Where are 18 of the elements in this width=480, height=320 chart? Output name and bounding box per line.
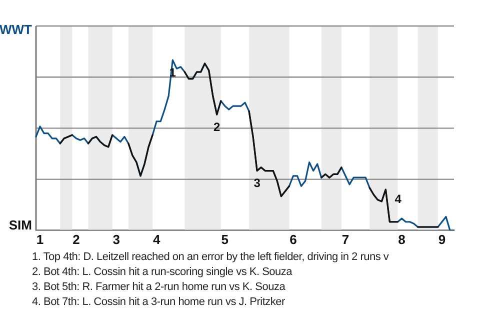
x-tick-label: 6 [290, 232, 297, 247]
x-tick-label: 7 [342, 232, 350, 247]
x-tick-label: 3 [112, 232, 120, 247]
text: 4. Bot 7th: L. Cossin hit a 3-run home run vs J. Pritzker [32, 295, 286, 310]
annotation: 2 [214, 120, 221, 134]
x-tick-label: 4 [152, 232, 161, 247]
text: 2. Bot 4th: L. Cossin hit a run-scoring single vs K. Souza [32, 265, 294, 280]
text: 1. Top 4th: D. Leitzell reached on an error by the left fielder, driving in 2 runs v [32, 250, 390, 265]
text: SIM [8, 217, 32, 232]
x-tick-label: 8 [398, 232, 406, 247]
annotation: 4 [394, 192, 402, 206]
text: WWT [0, 22, 32, 38]
x-tick-label: 1 [36, 232, 44, 247]
x-tick-label: 2 [72, 232, 80, 247]
x-tick-label: 9 [438, 232, 446, 247]
annotation: 3 [254, 176, 261, 190]
text: 3. Bot 5th: R. Farmer hit a 2-run home run vs K. Souza [32, 280, 286, 295]
x-tick-label: 5 [221, 232, 229, 247]
